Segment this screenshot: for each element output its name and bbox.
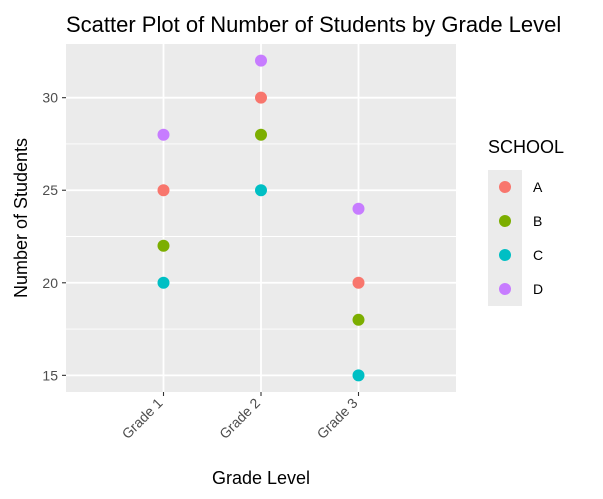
data-point-c [352, 369, 365, 382]
data-points [157, 54, 365, 382]
legend-key-d [499, 283, 511, 295]
y-tick-label: 25 [42, 182, 58, 198]
data-point-b [255, 128, 267, 141]
data-point-a [352, 276, 365, 289]
data-point-d [157, 128, 170, 141]
data-point-b [157, 239, 170, 252]
legend-key-a [499, 181, 511, 193]
legend-title: SCHOOL [488, 137, 564, 157]
y-axis-title: Number of Students [11, 138, 31, 298]
y-tick-label: 20 [42, 275, 58, 291]
data-point-c [157, 276, 170, 289]
data-point-d [255, 54, 267, 67]
data-point-c [255, 184, 267, 197]
legend-key-b [499, 215, 511, 227]
legend-label: B [533, 213, 542, 229]
chart-title: Scatter Plot of Number of Students by Gr… [66, 12, 561, 37]
x-tick-label: Grade 1 [119, 395, 166, 442]
x-tick-label: Grade 3 [314, 395, 361, 442]
data-point-a [255, 91, 267, 104]
legend-label: A [533, 179, 543, 195]
data-point-a [157, 184, 170, 197]
legend-label: C [533, 247, 543, 263]
legend-keys: A B C D [488, 170, 543, 306]
legend-key-c [499, 249, 511, 261]
x-tick-label: Grade 2 [216, 395, 263, 442]
y-axis: 15 20 25 30 [42, 90, 66, 383]
data-point-b [352, 313, 365, 326]
y-tick-label: 30 [42, 90, 58, 106]
legend-label: D [533, 281, 543, 297]
data-point-d [352, 202, 365, 215]
legend: SCHOOL A B C D [488, 137, 564, 306]
y-tick-label: 15 [42, 367, 58, 383]
x-axis-title: Grade Level [212, 468, 310, 488]
x-axis: Grade 1 Grade 2 Grade 3 [119, 392, 361, 442]
